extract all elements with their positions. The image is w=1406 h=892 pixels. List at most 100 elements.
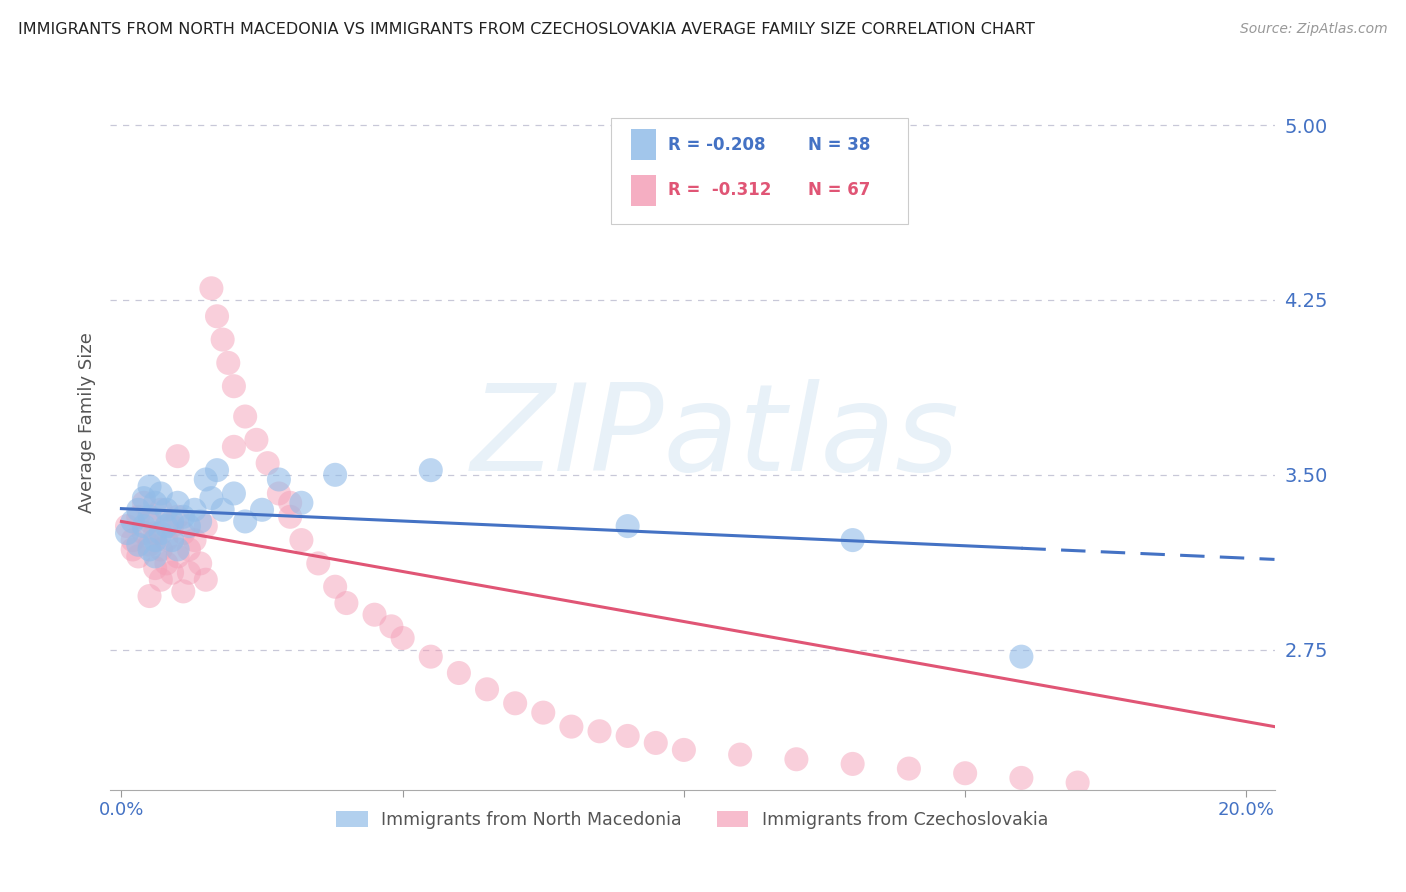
Point <box>785 752 807 766</box>
Legend: Immigrants from North Macedonia, Immigrants from Czechoslovakia: Immigrants from North Macedonia, Immigra… <box>329 804 1056 836</box>
Point <box>194 519 217 533</box>
Point <box>1066 775 1088 789</box>
Point <box>588 724 610 739</box>
Point <box>115 519 138 533</box>
Point <box>335 596 357 610</box>
Point <box>323 580 346 594</box>
Point <box>160 533 183 547</box>
Text: R = -0.208: R = -0.208 <box>668 136 765 153</box>
Point <box>233 515 256 529</box>
Point <box>363 607 385 622</box>
Point <box>155 557 177 571</box>
Point <box>155 519 177 533</box>
Point <box>616 729 638 743</box>
Point <box>172 584 194 599</box>
Point <box>188 557 211 571</box>
Point <box>172 526 194 541</box>
Point <box>183 533 205 547</box>
Point <box>143 561 166 575</box>
Point <box>323 467 346 482</box>
Point <box>1010 771 1032 785</box>
Point <box>166 496 188 510</box>
Point <box>1010 649 1032 664</box>
Point <box>121 515 143 529</box>
Point <box>205 310 228 324</box>
Point <box>132 496 155 510</box>
Point <box>143 526 166 541</box>
Point <box>143 533 166 547</box>
Point <box>672 743 695 757</box>
Text: IMMIGRANTS FROM NORTH MACEDONIA VS IMMIGRANTS FROM CZECHOSLOVAKIA AVERAGE FAMILY: IMMIGRANTS FROM NORTH MACEDONIA VS IMMIG… <box>18 22 1035 37</box>
Point <box>475 682 498 697</box>
Point <box>155 503 177 517</box>
Point <box>115 526 138 541</box>
Point <box>391 631 413 645</box>
Point <box>149 486 172 500</box>
Point <box>217 356 239 370</box>
Point <box>177 519 200 533</box>
Point <box>166 542 188 557</box>
Point <box>222 379 245 393</box>
Point <box>172 509 194 524</box>
Point <box>177 542 200 557</box>
Point <box>160 566 183 580</box>
Point <box>256 456 278 470</box>
Point <box>143 496 166 510</box>
Point <box>138 589 160 603</box>
FancyBboxPatch shape <box>610 118 908 224</box>
Point <box>897 762 920 776</box>
Point <box>188 515 211 529</box>
Point <box>183 503 205 517</box>
Point <box>138 509 160 524</box>
Point <box>307 557 329 571</box>
Point <box>728 747 751 762</box>
Point <box>138 538 160 552</box>
Point <box>132 526 155 541</box>
Point <box>200 491 222 505</box>
FancyBboxPatch shape <box>631 175 657 206</box>
Text: Source: ZipAtlas.com: Source: ZipAtlas.com <box>1240 22 1388 37</box>
Point <box>841 756 863 771</box>
Point <box>267 473 290 487</box>
Y-axis label: Average Family Size: Average Family Size <box>79 332 96 513</box>
Point <box>155 533 177 547</box>
Point <box>278 496 301 510</box>
Point <box>503 696 526 710</box>
Point <box>267 486 290 500</box>
Point <box>132 519 155 533</box>
Point <box>222 486 245 500</box>
Point <box>194 573 217 587</box>
Point <box>953 766 976 780</box>
Point <box>211 333 233 347</box>
Point <box>380 619 402 633</box>
Point <box>211 503 233 517</box>
Point <box>121 533 143 547</box>
Point <box>616 519 638 533</box>
Point <box>149 542 172 557</box>
Point <box>194 473 217 487</box>
Text: R =  -0.312: R = -0.312 <box>668 181 772 199</box>
Point <box>166 509 188 524</box>
FancyBboxPatch shape <box>631 129 657 161</box>
Point <box>560 720 582 734</box>
Point <box>160 519 183 533</box>
Point <box>160 515 183 529</box>
Point <box>132 491 155 505</box>
Point <box>233 409 256 424</box>
Point <box>166 549 188 564</box>
Point <box>127 509 149 524</box>
Point <box>419 649 441 664</box>
Point <box>419 463 441 477</box>
Point <box>143 549 166 564</box>
Point <box>177 566 200 580</box>
Text: N = 67: N = 67 <box>807 181 870 199</box>
Point <box>205 463 228 477</box>
Text: N = 38: N = 38 <box>807 136 870 153</box>
Point <box>138 479 160 493</box>
Point <box>250 503 273 517</box>
Point <box>222 440 245 454</box>
Point <box>149 573 172 587</box>
Point <box>644 736 666 750</box>
Point <box>121 542 143 557</box>
Point <box>138 542 160 557</box>
